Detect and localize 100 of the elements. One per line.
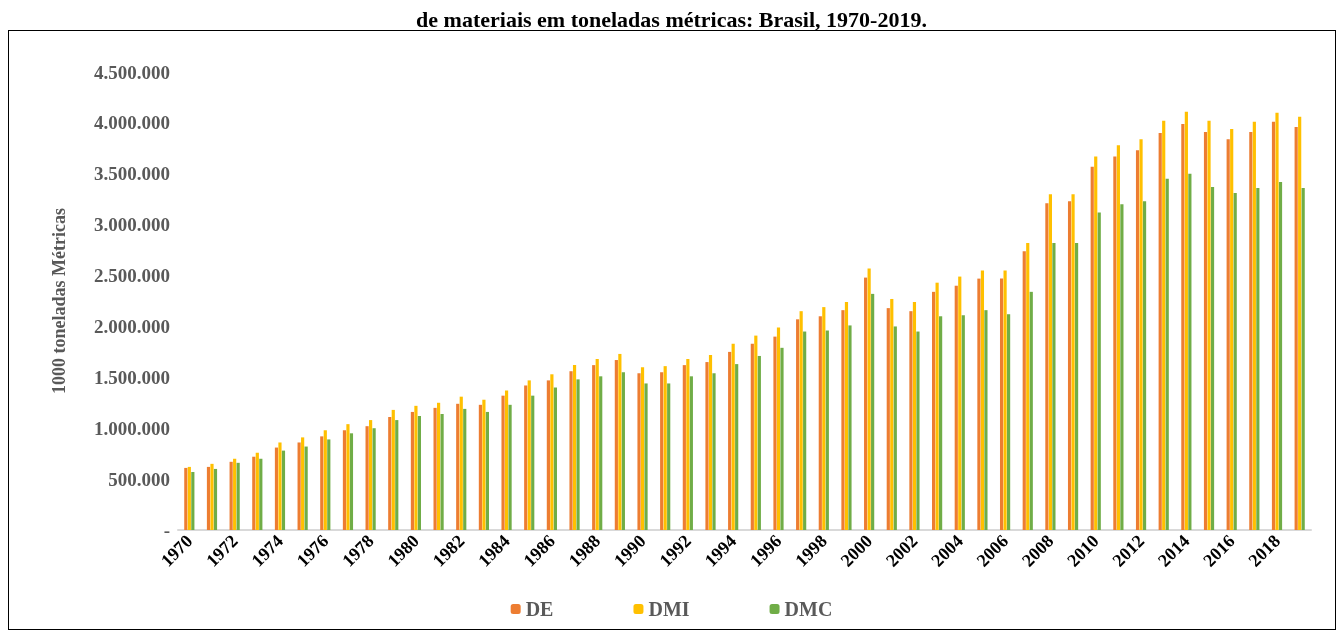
bar — [349, 433, 354, 530]
legend-label: DMC — [784, 598, 833, 620]
bar — [236, 462, 240, 530]
bar — [1074, 242, 1079, 530]
bar — [1275, 112, 1279, 530]
bar — [1094, 156, 1098, 530]
bar — [825, 330, 829, 530]
bar — [1135, 150, 1140, 530]
bar — [912, 302, 917, 530]
bar — [796, 319, 800, 530]
bar — [304, 446, 308, 530]
y-tick-label: 4.500.000 — [94, 61, 170, 83]
bar — [864, 277, 868, 530]
chart-title: de materiais em toneladas métricas: Brasil, 1970-2019. — [416, 6, 927, 32]
bar — [848, 325, 852, 530]
y-tick-label: - — [163, 519, 170, 541]
bar — [274, 447, 279, 530]
bar — [369, 420, 373, 530]
bar — [1162, 120, 1166, 530]
bar — [440, 413, 444, 530]
bar — [686, 359, 690, 530]
bar — [886, 308, 890, 530]
bar — [391, 409, 395, 530]
bar — [478, 404, 482, 530]
bar — [712, 373, 716, 530]
bar — [1271, 121, 1276, 530]
bar — [689, 376, 693, 530]
bar — [1052, 242, 1056, 530]
bar — [531, 395, 535, 530]
bar — [776, 327, 781, 530]
bar — [844, 302, 849, 530]
bar — [871, 293, 875, 530]
bar — [663, 366, 667, 530]
bar — [980, 270, 985, 530]
bar — [1184, 111, 1188, 530]
bar — [999, 278, 1004, 530]
bar — [210, 463, 214, 530]
bar — [546, 380, 550, 530]
bar — [456, 403, 460, 530]
bar — [1003, 270, 1007, 530]
y-tick-label: 1.000.000 — [94, 417, 170, 439]
bar — [644, 383, 648, 530]
bar — [233, 458, 237, 530]
bar — [550, 374, 554, 530]
bar — [1158, 133, 1162, 530]
bar — [750, 343, 754, 530]
bar — [780, 347, 784, 530]
bar — [1252, 121, 1256, 530]
bar — [414, 405, 418, 530]
bar — [1298, 116, 1302, 530]
y-tick-label: 4.000.000 — [94, 112, 170, 134]
bar — [372, 428, 376, 530]
bar — [1210, 187, 1215, 530]
bar — [504, 390, 509, 530]
bar — [757, 355, 761, 530]
bar — [437, 402, 441, 530]
bar — [1116, 145, 1120, 530]
bar — [890, 298, 894, 530]
bar — [803, 331, 807, 530]
bar — [1113, 156, 1117, 530]
bar — [640, 367, 645, 530]
bar — [342, 430, 347, 530]
bar — [1026, 242, 1030, 530]
bar — [463, 408, 467, 530]
bar — [708, 354, 713, 530]
bar — [1249, 132, 1253, 530]
y-tick-label: 1.500.000 — [94, 366, 170, 388]
bar — [818, 316, 822, 530]
bar — [1071, 194, 1075, 530]
bar — [939, 316, 943, 530]
bar — [1022, 251, 1026, 530]
y-tick-label: 3.000.000 — [94, 214, 170, 236]
bar — [977, 278, 981, 530]
y-tick-label: 500.000 — [108, 468, 170, 490]
bar — [735, 364, 739, 530]
bar — [958, 276, 962, 530]
bar — [1142, 201, 1147, 530]
bar — [213, 468, 218, 530]
bar — [527, 380, 531, 530]
bar — [909, 311, 913, 530]
bar — [682, 365, 686, 530]
bar — [754, 335, 758, 530]
bar — [621, 372, 625, 530]
bar — [301, 437, 305, 530]
bar — [1048, 194, 1052, 530]
bar — [346, 424, 350, 530]
bar — [592, 365, 596, 530]
bar — [893, 326, 897, 530]
bar — [1165, 178, 1169, 530]
bar — [395, 420, 399, 530]
bar — [417, 416, 422, 530]
bar — [569, 371, 573, 530]
bar — [1067, 201, 1072, 530]
y-tick-label: 3.500.000 — [94, 163, 170, 185]
bar — [572, 365, 577, 530]
bar — [1207, 120, 1211, 530]
bar — [1139, 139, 1143, 530]
bar — [459, 396, 463, 530]
bar — [595, 359, 599, 530]
bar — [191, 471, 195, 530]
